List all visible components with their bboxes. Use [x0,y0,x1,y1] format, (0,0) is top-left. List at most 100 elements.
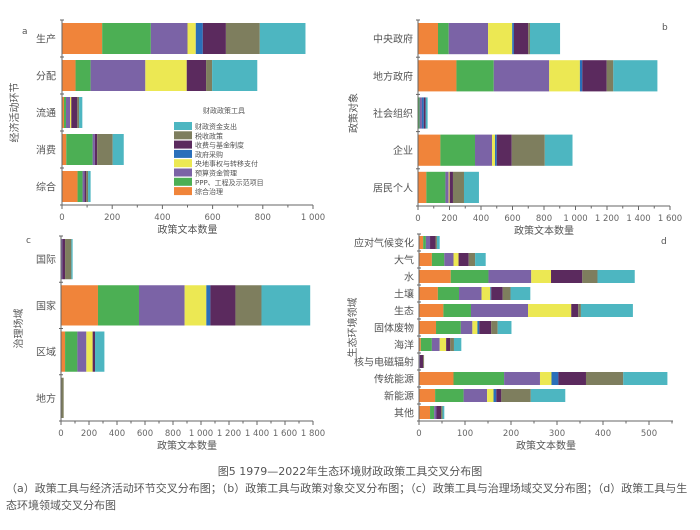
bar-stack [419,236,440,249]
bar-segment [61,239,63,280]
bar-segment [511,134,545,166]
bar-segment [585,372,624,385]
bar-stack [418,97,428,129]
bar-segment [582,60,607,92]
bar-segment [426,171,446,203]
bar-segment [436,406,442,419]
bar-segment [421,97,424,129]
bar-stack [419,270,635,283]
bar-segment [578,304,581,317]
bar-stack [419,287,531,300]
panel-label: d [661,237,667,247]
bar-segment [86,171,89,202]
bar-segment [61,285,98,326]
y-tick-label: 土壤 [394,288,414,301]
bar-segment [225,23,260,54]
bar-segment [463,171,479,203]
bar-segment [453,253,459,266]
y-tick-label: 固体废物 [374,322,414,335]
bar-segment [571,304,579,317]
bar-segment [235,285,262,326]
x-axis-title: 政策文本数量 [516,439,576,452]
x-tick-label: 300 [549,429,565,439]
x-tick-label: 500 [641,429,657,439]
bar-segment [512,23,514,55]
bar-segment [472,321,478,334]
legend-label: 收费与基金制度 [195,141,244,150]
x-tick-label: 600 [137,429,153,439]
bar-segment [82,171,85,202]
bar-segment [430,236,436,249]
bar-segment [419,355,424,368]
bar-segment [70,97,72,128]
legend-swatch [174,187,192,196]
legend-title: 财政政策工具 [203,106,245,115]
bar-stack [418,60,658,92]
bar-segment [435,389,464,402]
bar-segment [539,372,552,385]
bar-segment [452,171,464,203]
bar-stack [61,331,105,372]
bar-segment [77,331,87,372]
bar-stack [62,23,306,54]
panel-label: a [22,27,28,37]
x-tick-label: 200 [503,429,519,439]
bar-stack [62,171,91,202]
bar-segment [88,171,91,202]
y-tick-label: 新能源 [384,390,414,403]
legend-label: 预算资金管理 [195,169,237,178]
x-tick-label: 400 [473,214,489,224]
y-tick-label: 地方 [36,392,56,405]
bar-segment [419,321,437,334]
bar-segment [463,389,488,402]
y-axis-title: 治理场域 [12,309,25,349]
bar-segment [431,338,440,351]
bar-segment [502,287,511,300]
bar-segment [65,239,72,280]
bar-segment [418,134,441,166]
bar-segment [437,287,460,300]
bar-segment [77,97,80,128]
bar-stack [62,97,83,128]
bar-segment [496,134,512,166]
bar-segment [449,171,453,203]
x-tick-label: 0 [415,214,420,224]
bar-segment [92,331,96,372]
bar-segment [528,304,572,317]
bar-segment [453,372,505,385]
y-tick-label: 区域 [36,346,56,359]
bar-segment [623,372,668,385]
bar-segment [112,134,124,165]
x-tick-label: 0 [416,429,421,439]
bar-segment [453,338,462,351]
figure-caption-title: 图5 1979—2022年生态环境财政政策工具交叉分布图 [217,465,483,478]
bar-segment [92,134,95,165]
bar-segment [186,60,207,91]
bar-segment [150,23,188,54]
bar-segment [423,355,425,368]
bar-segment [62,97,65,128]
y-tick-label: 中央政府 [373,33,413,46]
legend-swatch [174,149,192,158]
bar-segment [477,321,480,334]
bar-segment [606,60,614,92]
legend-swatch [174,177,192,186]
bar-stack [419,372,668,385]
bar-stack [419,338,462,351]
legend-label: 央地事权与转移支付 [195,159,258,168]
y-tick-label: 社会组织 [373,107,413,120]
bar-segment [434,406,437,419]
bar-segment [418,23,439,55]
bar-segment [436,236,440,249]
legend-swatch [174,168,192,177]
legend-label: 税收政策 [195,131,223,140]
legend-swatch [174,122,192,130]
bar-segment [206,60,213,91]
bar-stack [419,355,425,368]
y-tick-label: 水 [404,272,414,284]
y-tick-label: 综合 [36,181,56,194]
bar-segment [579,60,583,92]
